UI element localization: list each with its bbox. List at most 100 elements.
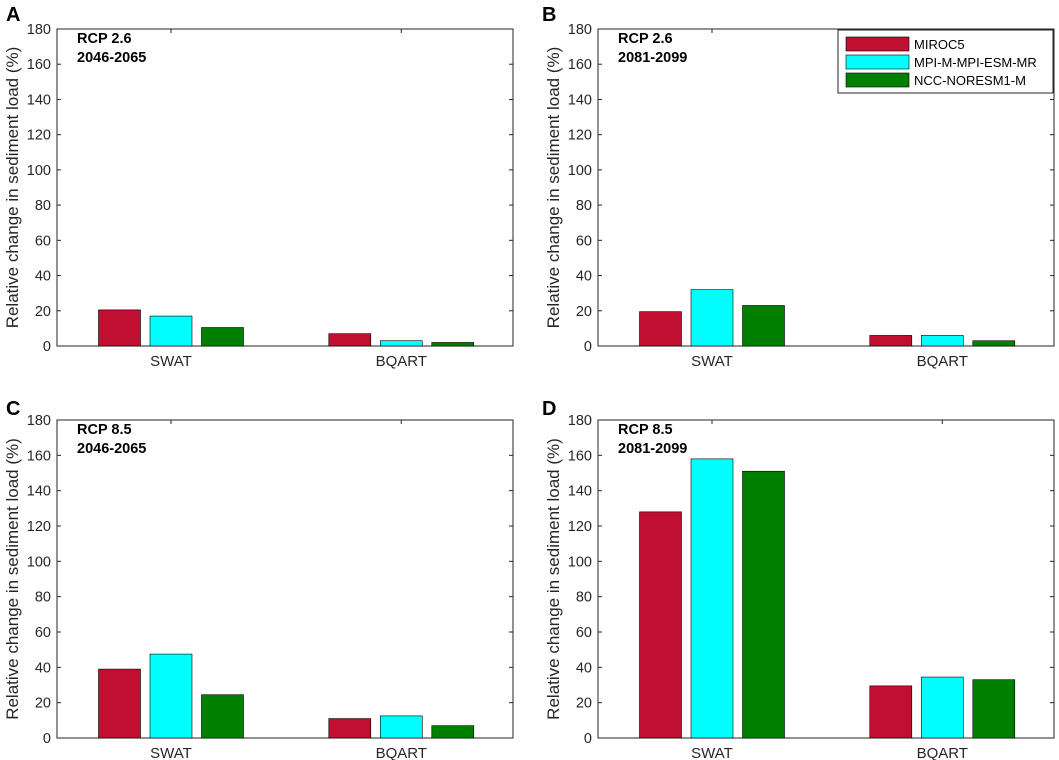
panel-b-category-label: SWAT: [691, 353, 733, 370]
legend-swatch: [845, 36, 910, 52]
panel-a-ytick-label: 100: [27, 163, 51, 179]
panel-b-ytick-label: 40: [576, 269, 592, 285]
panel-c-ytick-label: 0: [43, 731, 51, 747]
panel-a-axes: [56, 28, 514, 347]
panel-b-ytick-label: 140: [568, 92, 592, 108]
panel-c-ytick-label: 180: [27, 413, 51, 429]
panel-a-category-label: SWAT: [150, 353, 192, 370]
panel-d-ytick-label: 20: [576, 696, 592, 712]
panel-b-annotation-line: RCP 2.6: [618, 31, 673, 47]
panel-c-bar-bqart-ncc-noresm1-m: [431, 725, 475, 739]
panel-b-ytick-label: 120: [568, 128, 592, 144]
panel-d-ytick-label: 80: [576, 590, 592, 606]
panel-d-bar-swat-mpi-m-mpi-esm-mr: [690, 458, 734, 739]
panel-b-legend: MIROC5 MPI-M-MPI-ESM-MR NCC-NORESM1-M: [837, 29, 1054, 94]
panel-b-ytick-label: 20: [576, 304, 592, 320]
panel-d-bar-bqart-mpi-m-mpi-esm-mr: [920, 676, 964, 739]
panel-a-ytick-label: 0: [43, 339, 51, 355]
legend-entry: MIROC5: [914, 37, 965, 52]
panel-b-ylabel: Relative change in sediment load (%): [544, 47, 563, 329]
panel-b-ytick-label: 60: [576, 233, 592, 249]
panel-c: C 0 20 40 60 80 100 120 140 160 180 Relative change…: [3, 398, 514, 760]
panel-a-letter: A: [6, 4, 20, 26]
legend-entry: MPI-M-MPI-ESM-MR: [914, 55, 1037, 70]
panel-c-bar-bqart-miroc5: [328, 718, 372, 739]
panel-a-ytick-label: 80: [35, 198, 51, 214]
panel-d-letter: D: [542, 398, 556, 420]
panel-a-bar-swat-ncc-noresm1-m: [201, 327, 244, 347]
panel-d-ytick-label: 120: [568, 519, 592, 535]
panel-b-ytick-label: 160: [568, 57, 592, 73]
panel-b-bar-swat-mpi-m-mpi-esm-mr: [690, 289, 734, 347]
panel-c-ytick-label: 80: [35, 590, 51, 606]
panel-c-ytick-label: 20: [35, 696, 51, 712]
panel-a-ytick-label: 20: [35, 304, 51, 320]
panel-a-ytick-label: 40: [35, 269, 51, 285]
panel-b-ytick-label: 0: [584, 339, 592, 355]
panel-b-ytick-label: 80: [576, 198, 592, 214]
legend-entry: NCC-NORESM1-M: [914, 73, 1026, 88]
panel-a-bar-bqart-ncc-noresm1-m: [431, 342, 475, 347]
legend-swatch: [845, 54, 910, 70]
panel-a-ytick-label: 120: [27, 128, 51, 144]
panel-d-bar-swat-miroc5: [639, 511, 682, 739]
panel-c-ytick-label: 120: [27, 519, 51, 535]
panel-d-ytick-label: 180: [568, 413, 592, 429]
panel-b-letter: B: [542, 4, 556, 26]
panel-b: B 0 20 40 60 80 100 120 140 160 180 Relative change…: [542, 4, 1055, 370]
panel-a-ytick-label: 180: [27, 22, 51, 38]
panel-b-ytick-label: 100: [568, 163, 592, 179]
panel-c-ylabel: Relative change in sediment load (%): [3, 438, 22, 720]
panel-c-category-label: SWAT: [150, 745, 192, 760]
panel-c-ytick-label: 140: [27, 484, 51, 500]
panel-d-category-label: SWAT: [691, 745, 733, 760]
panel-c-ytick-label: 40: [35, 660, 51, 676]
panel-c-bar-swat-ncc-noresm1-m: [201, 694, 244, 739]
panel-d-ytick-label: 160: [568, 448, 592, 464]
panel-b-annotation-line: 2081-2099: [618, 50, 687, 66]
panel-c-bar-swat-miroc5: [98, 668, 141, 739]
panel-a-bar-bqart-mpi-m-mpi-esm-mr: [379, 340, 423, 347]
panel-a-category-label: BQART: [376, 353, 427, 370]
panel-b-category-label: BQART: [917, 353, 968, 370]
panel-d-category-label: BQART: [917, 745, 968, 760]
panel-a-bar-swat-mpi-m-mpi-esm-mr: [149, 315, 193, 347]
panel-c-ytick-label: 160: [27, 448, 51, 464]
panel-c-annotation-line: RCP 8.5: [77, 422, 132, 438]
panel-a: A 0 20 40 60 80 100 120 140 160 180 Relative change…: [3, 4, 514, 370]
panel-b-bar-bqart-ncc-noresm1-m: [972, 340, 1016, 347]
panel-c-ytick-label: 60: [35, 625, 51, 641]
panel-a-annotation-line: 2046-2065: [77, 50, 146, 66]
panel-b-bar-bqart-mpi-m-mpi-esm-mr: [920, 335, 964, 347]
panel-c-ytick-label: 100: [27, 554, 51, 570]
panel-d-ytick-label: 40: [576, 660, 592, 676]
panel-c-bar-bqart-mpi-m-mpi-esm-mr: [379, 715, 423, 739]
legend-swatch: [845, 72, 910, 88]
panel-d-bar-bqart-miroc5: [869, 685, 913, 739]
panel-b-bar-swat-ncc-noresm1-m: [742, 305, 785, 347]
panel-c-letter: C: [6, 398, 20, 420]
panel-d: D 0 20 40 60 80 100 120 140 160 180 Relative change…: [542, 398, 1055, 760]
panel-c-bar-swat-mpi-m-mpi-esm-mr: [149, 653, 193, 739]
panel-a-ytick-label: 60: [35, 233, 51, 249]
panel-d-ytick-label: 100: [568, 554, 592, 570]
panel-c-category-label: BQART: [376, 745, 427, 760]
panel-b-bar-bqart-miroc5: [869, 335, 913, 347]
panel-d-annotation-line: 2081-2099: [618, 441, 687, 457]
panel-d-annotation-line: RCP 8.5: [618, 422, 673, 438]
panel-a-ytick-label: 140: [27, 92, 51, 108]
panel-a-bar-swat-miroc5: [98, 309, 141, 347]
panel-b-ytick-label: 180: [568, 22, 592, 38]
panel-d-ylabel: Relative change in sediment load (%): [544, 438, 563, 720]
panel-c-annotation-line: 2046-2065: [77, 441, 146, 457]
panel-a-ytick-label: 160: [27, 57, 51, 73]
panel-a-annotation-line: RCP 2.6: [77, 31, 132, 47]
panel-a-bar-bqart-miroc5: [328, 333, 372, 347]
panel-d-ytick-label: 60: [576, 625, 592, 641]
panel-d-bar-bqart-ncc-noresm1-m: [972, 679, 1016, 739]
panel-d-bar-swat-ncc-noresm1-m: [742, 470, 785, 739]
panel-a-ylabel: Relative change in sediment load (%): [3, 47, 22, 329]
panel-d-ytick-label: 140: [568, 484, 592, 500]
panel-b-bar-swat-miroc5: [639, 311, 682, 347]
